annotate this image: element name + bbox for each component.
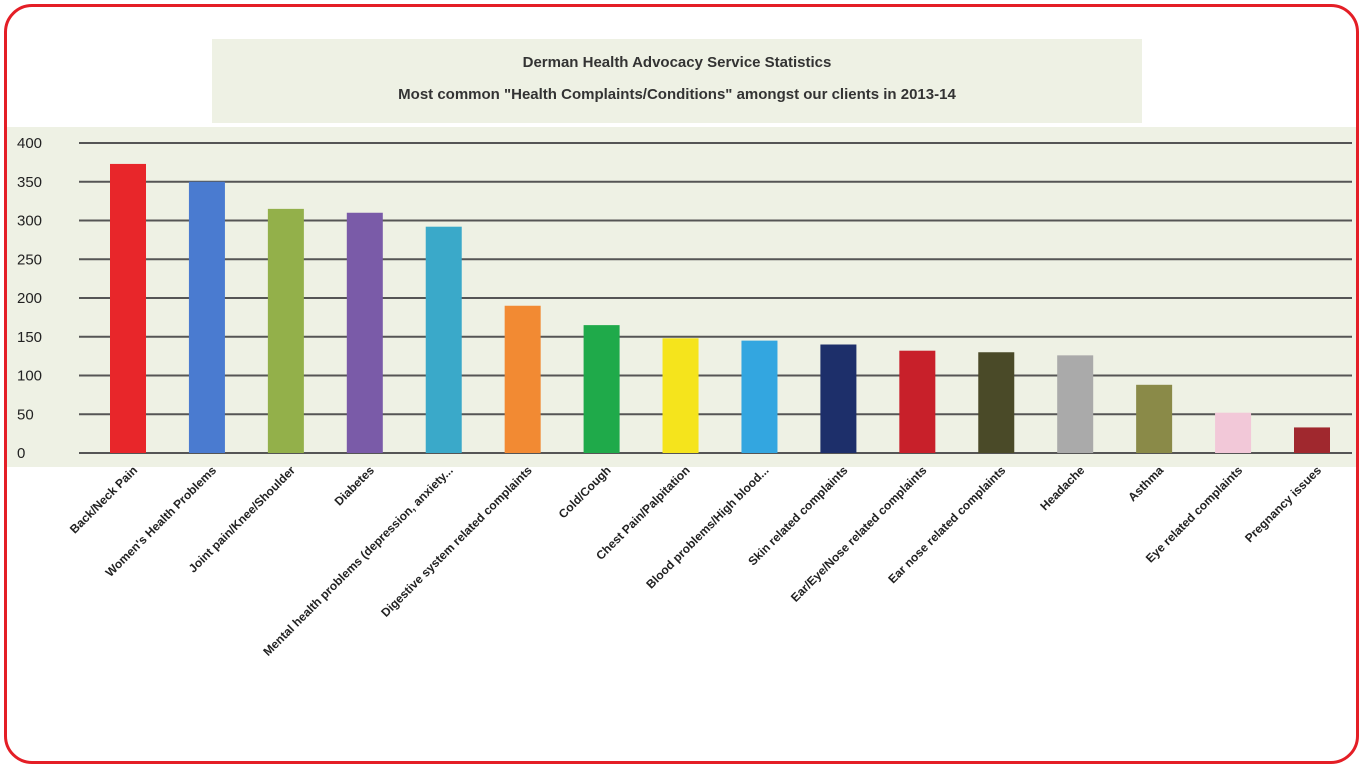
bar bbox=[662, 338, 699, 453]
y-tick-label: 350 bbox=[17, 174, 42, 191]
bar bbox=[741, 340, 778, 453]
bar bbox=[1136, 384, 1173, 453]
x-tick-label: Pregnancy issues bbox=[1242, 463, 1324, 545]
y-axis-ticks: 0 50 100 150 200 250 300 350 400 bbox=[17, 135, 42, 462]
y-tick-label: 250 bbox=[17, 251, 42, 268]
bar-chart: Derman Health Advocacy Service Statistic… bbox=[7, 39, 1356, 659]
bar bbox=[1215, 412, 1252, 453]
bar bbox=[188, 181, 225, 453]
bar bbox=[899, 350, 936, 453]
y-tick-label: 100 bbox=[17, 368, 42, 385]
y-tick-label: 300 bbox=[17, 213, 42, 230]
x-tick-label: Asthma bbox=[1125, 463, 1166, 504]
bar bbox=[978, 352, 1015, 453]
bar bbox=[346, 212, 383, 453]
chart-subtitle: Most common "Health Complaints/Condition… bbox=[398, 86, 956, 103]
y-tick-label: 150 bbox=[17, 329, 42, 346]
y-tick-label: 400 bbox=[17, 135, 42, 152]
chart-title: Derman Health Advocacy Service Statistic… bbox=[523, 54, 832, 71]
bar bbox=[1057, 355, 1094, 453]
chart-frame: Derman Health Advocacy Service Statistic… bbox=[4, 4, 1359, 764]
bar bbox=[110, 163, 146, 454]
bar bbox=[425, 226, 462, 453]
bar bbox=[820, 344, 857, 453]
bars bbox=[110, 163, 1330, 454]
y-tick-label: 50 bbox=[17, 406, 34, 423]
bar bbox=[1294, 427, 1330, 453]
x-tick-label: Digestive system related complaints bbox=[378, 463, 535, 620]
x-tick-label: Ear/Eye/Nose related complaints bbox=[788, 463, 930, 605]
y-tick-label: 0 bbox=[17, 445, 25, 462]
y-tick-label: 200 bbox=[17, 290, 42, 307]
x-tick-label: Cold/Cough bbox=[556, 463, 614, 521]
x-tick-label: Diabetes bbox=[332, 463, 378, 509]
x-tick-label: Headache bbox=[1037, 463, 1087, 513]
bar bbox=[583, 325, 620, 453]
x-tick-label: Back/Neck Pain bbox=[67, 463, 140, 536]
bar bbox=[267, 208, 304, 453]
bar bbox=[504, 305, 541, 453]
title-background bbox=[212, 39, 1142, 123]
